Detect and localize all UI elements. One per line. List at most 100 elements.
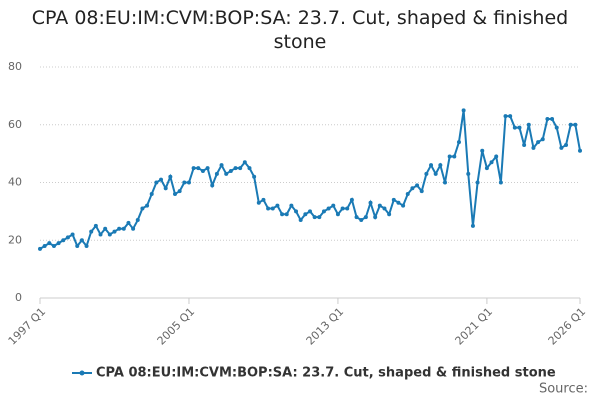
data-point: [456, 140, 461, 145]
data-point: [93, 223, 98, 228]
data-point: [65, 235, 70, 240]
data-point: [410, 186, 415, 191]
data-point: [396, 200, 401, 205]
data-point: [466, 171, 471, 176]
data-point: [145, 203, 150, 208]
data-point: [38, 246, 42, 251]
data-point: [340, 206, 345, 211]
data-point: [536, 140, 541, 145]
data-point: [256, 200, 261, 205]
data-point: [103, 226, 108, 231]
data-point: [159, 177, 164, 182]
data-point: [387, 212, 392, 217]
data-point: [531, 145, 536, 150]
data-point: [280, 212, 285, 217]
data-point: [210, 183, 215, 188]
data-point: [261, 197, 266, 202]
data-point: [75, 244, 80, 249]
data-point: [508, 114, 513, 119]
data-point: [573, 122, 578, 127]
data-point: [317, 215, 322, 220]
data-point: [461, 108, 466, 113]
data-point: [489, 160, 494, 165]
data-point: [373, 215, 378, 220]
data-point: [84, 244, 89, 249]
data-point: [498, 180, 503, 185]
data-point: [349, 197, 354, 202]
y-tick-label: 60: [8, 118, 22, 131]
data-point: [382, 206, 387, 211]
data-point: [578, 148, 582, 153]
data-point: [363, 215, 368, 220]
data-point: [56, 241, 61, 246]
x-tick-label: 1997 Q1: [6, 305, 49, 348]
data-point: [121, 226, 126, 231]
data-point: [149, 192, 154, 197]
y-tick-label: 0: [15, 291, 22, 304]
data-point: [415, 183, 420, 188]
data-point: [517, 125, 522, 130]
data-point: [447, 154, 452, 159]
data-point: [429, 163, 434, 168]
x-tick-label: 2021 Q1: [453, 305, 496, 348]
data-point: [308, 209, 312, 214]
data-point: [359, 218, 364, 223]
data-point: [294, 209, 299, 214]
data-point: [135, 218, 140, 223]
data-point: [214, 171, 219, 176]
source: Source:: [539, 382, 588, 397]
data-point: [443, 180, 447, 185]
data-point: [200, 168, 205, 173]
data-point: [312, 215, 317, 220]
data-point: [564, 142, 569, 147]
data-point: [168, 174, 173, 179]
data-point: [242, 160, 247, 165]
data-point: [298, 218, 303, 223]
data-point: [438, 163, 443, 168]
y-tick-label: 80: [8, 60, 22, 73]
x-tick-label: 2026 Q1: [546, 305, 589, 348]
data-point: [70, 232, 75, 237]
data-point: [368, 200, 373, 205]
data-point: [331, 203, 336, 208]
data-point: [238, 166, 243, 171]
data-point: [433, 171, 438, 176]
data-point: [270, 206, 275, 211]
data-point: [196, 166, 201, 171]
data-point: [494, 154, 499, 159]
data-point: [173, 192, 177, 197]
data-point: [540, 137, 545, 142]
x-tick-label: 2013 Q1: [304, 305, 347, 348]
data-point: [131, 226, 136, 231]
data-point: [182, 180, 187, 185]
data-point: [522, 142, 527, 147]
data-point: [326, 206, 331, 211]
data-point: [177, 189, 182, 194]
data-point: [51, 244, 56, 249]
data-point: [228, 168, 233, 173]
data-point: [401, 203, 406, 208]
data-point: [559, 145, 564, 150]
data-point: [345, 206, 350, 211]
data-point: [419, 189, 424, 194]
data-point: [321, 209, 326, 214]
data-point: [47, 241, 52, 246]
y-tick-label: 40: [8, 176, 22, 189]
data-point: [117, 226, 122, 231]
chart-title: CPA 08:EU:IM:CVM:BOP:SA: 23.7. Cut, shap…: [31, 7, 569, 53]
data-point: [391, 197, 396, 202]
data-point: [503, 114, 508, 119]
data-point: [550, 116, 555, 121]
legend-marker: [79, 370, 85, 376]
data-point: [526, 122, 531, 127]
data-point: [79, 238, 84, 243]
data-point: [545, 116, 550, 121]
data-point: [354, 215, 359, 220]
data-point: [266, 206, 271, 211]
data-point: [42, 244, 47, 249]
data-point: [233, 166, 238, 171]
data-point: [252, 174, 257, 179]
data-point: [275, 203, 280, 208]
data-point: [289, 203, 294, 208]
data-point: [205, 166, 210, 171]
